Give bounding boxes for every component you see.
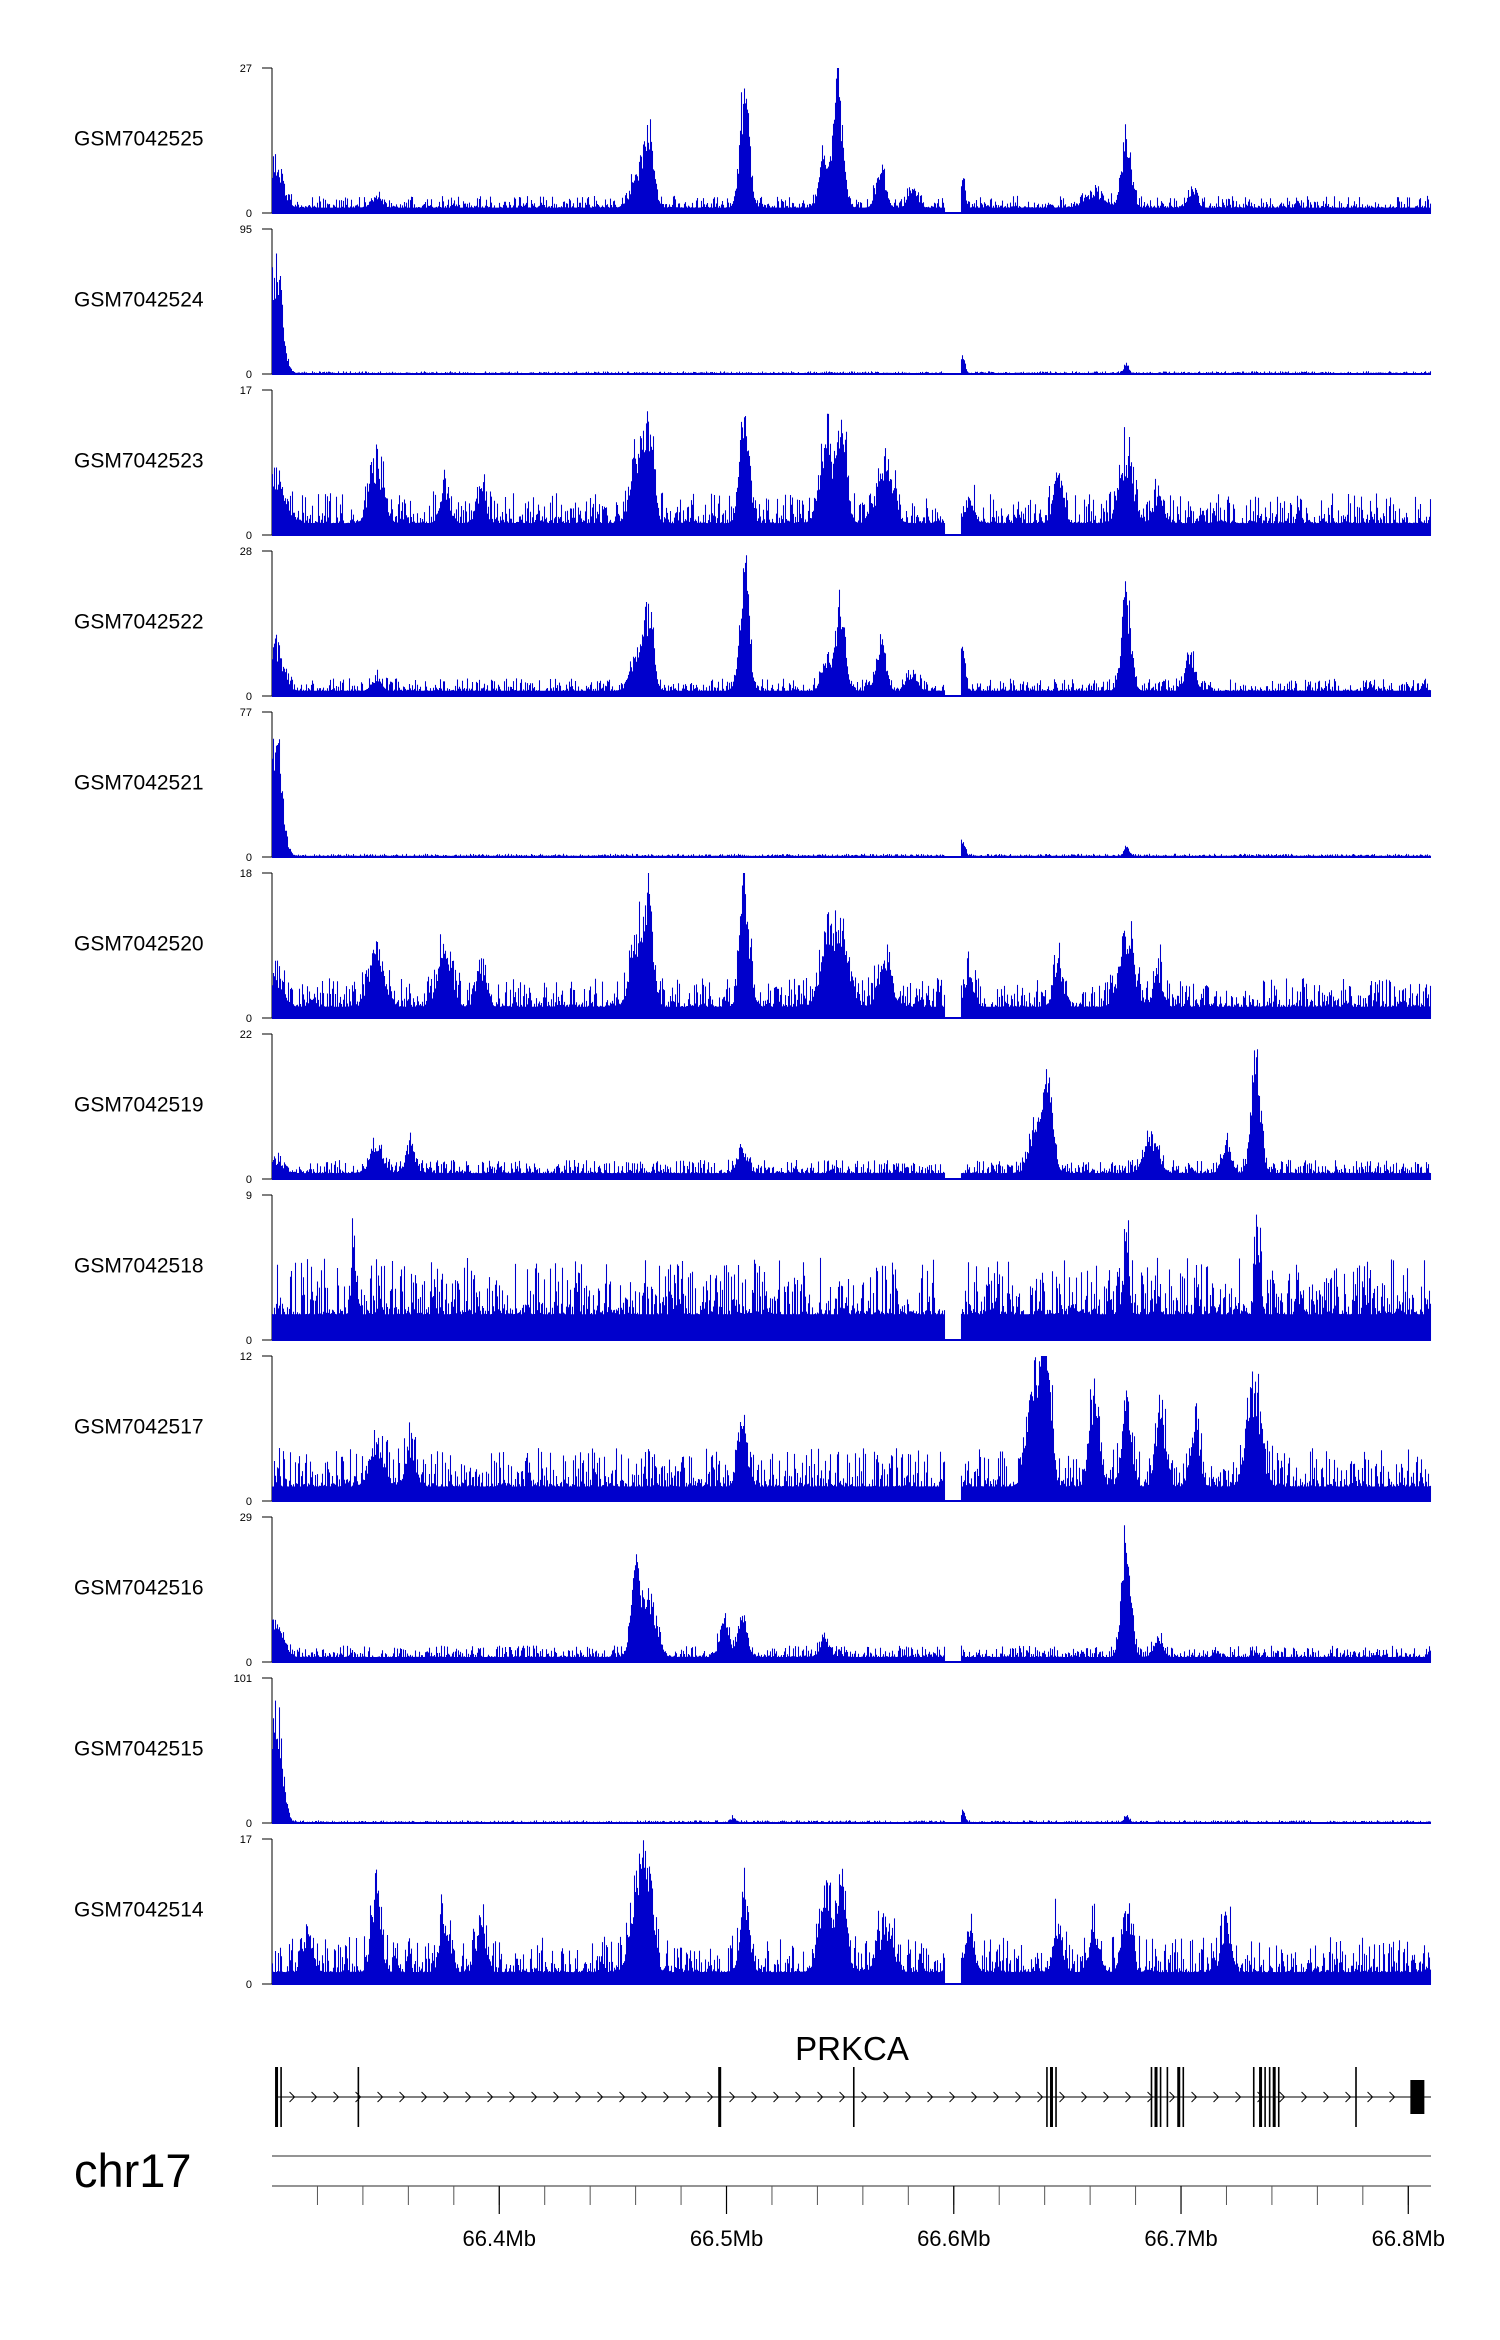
- y-min-label: 0: [246, 1335, 252, 1347]
- chromosome-label: chr17: [74, 2144, 192, 2197]
- track-GSM7042517: GSM7042517 12 0: [74, 1351, 1432, 1508]
- track-label: GSM7042523: [74, 450, 204, 473]
- y-max-label: 9: [246, 1190, 252, 1202]
- exon: [1166, 2067, 1169, 2127]
- coverage-signal: [271, 873, 1432, 1018]
- exon: [1272, 2067, 1276, 2127]
- exon: [1355, 2067, 1357, 2127]
- x-tick-label: 66.7Mb: [1144, 2226, 1217, 2251]
- x-tick-label: 66.8Mb: [1372, 2226, 1445, 2251]
- y-max-label: 29: [240, 1512, 252, 1524]
- track-GSM7042525: GSM7042525 27 0: [74, 63, 1432, 220]
- y-min-label: 0: [246, 1657, 252, 1669]
- track-label: GSM7042518: [74, 1255, 204, 1278]
- exon: [1268, 2067, 1271, 2127]
- y-min-label: 0: [246, 208, 252, 220]
- exon: [1182, 2067, 1185, 2127]
- track-GSM7042523: GSM7042523 17 0: [74, 385, 1432, 542]
- track-label: GSM7042519: [74, 1094, 204, 1117]
- track-GSM7042519: GSM7042519 22 0: [74, 1029, 1432, 1186]
- coverage-signal: [271, 1700, 1432, 1823]
- y-min-label: 0: [246, 1496, 252, 1508]
- track-label: GSM7042522: [74, 611, 204, 634]
- track-label: GSM7042516: [74, 1577, 204, 1600]
- exon: [1410, 2080, 1425, 2114]
- y-min-label: 0: [246, 691, 252, 703]
- gene-model-track: PRKCA: [275, 2030, 1431, 2127]
- y-max-label: 95: [240, 224, 252, 236]
- coverage-signal: [271, 1214, 1432, 1340]
- track-GSM7042516: GSM7042516 29 0: [74, 1512, 1432, 1669]
- y-min-label: 0: [246, 530, 252, 542]
- exon: [1252, 2067, 1255, 2127]
- coverage-signal: [271, 1525, 1432, 1662]
- coverage-signal: [271, 738, 1432, 857]
- exon: [357, 2067, 360, 2127]
- y-min-label: 0: [246, 1818, 252, 1830]
- coverage-signal: [271, 253, 1432, 374]
- y-max-label: 77: [240, 707, 252, 719]
- genome-axis-track: chr17 66.4Mb 66.5Mb 66.6Mb 66.7Mb 66.8Mb: [74, 2144, 1445, 2251]
- y-max-label: 101: [234, 1673, 252, 1685]
- track-label: GSM7042517: [74, 1416, 204, 1439]
- y-max-label: 27: [240, 63, 252, 75]
- x-tick-label: 66.5Mb: [690, 2226, 763, 2251]
- y-max-label: 22: [240, 1029, 252, 1041]
- track-label: GSM7042525: [74, 128, 204, 151]
- y-min-label: 0: [246, 1174, 252, 1186]
- track-GSM7042522: GSM7042522 28 0: [74, 546, 1432, 703]
- x-tick-label: 66.6Mb: [917, 2226, 990, 2251]
- exon: [1154, 2067, 1158, 2127]
- exon: [1046, 2067, 1048, 2127]
- track-GSM7042515: GSM7042515 101 0: [74, 1673, 1432, 1830]
- track-GSM7042524: GSM7042524 95 0: [74, 224, 1432, 381]
- coverage-signal: [271, 68, 1432, 213]
- exon: [1150, 2067, 1153, 2127]
- exon: [1177, 2067, 1181, 2127]
- exon: [718, 2067, 722, 2127]
- exon: [1049, 2067, 1053, 2127]
- track-GSM7042514: GSM7042514 17 0: [74, 1834, 1432, 1991]
- track-label: GSM7042521: [74, 772, 204, 795]
- track-label: GSM7042515: [74, 1738, 204, 1761]
- y-min-label: 0: [246, 1013, 252, 1025]
- y-max-label: 17: [240, 1834, 252, 1846]
- exon: [1259, 2067, 1263, 2127]
- y-max-label: 12: [240, 1351, 252, 1363]
- x-tick-label: 66.4Mb: [463, 2226, 536, 2251]
- coverage-signal: [271, 1049, 1432, 1179]
- track-label: GSM7042520: [74, 933, 204, 956]
- coverage-signal: [271, 1840, 1432, 1984]
- gene-name-label: PRKCA: [795, 2030, 909, 2067]
- track-GSM7042518: GSM7042518 9 0: [74, 1190, 1432, 1347]
- coverage-signal: [271, 411, 1432, 535]
- y-min-label: 0: [246, 369, 252, 381]
- gene-PRKCA: PRKCA: [275, 2030, 1431, 2127]
- coverage-signal: [271, 1356, 1432, 1501]
- strand-arrows: [289, 2091, 1418, 2103]
- exon: [1055, 2067, 1057, 2127]
- coverage-tracks: GSM7042525270GSM7042524950GSM7042523170G…: [74, 63, 1432, 1991]
- exon: [1264, 2067, 1266, 2127]
- y-max-label: 18: [240, 868, 252, 880]
- track-label: GSM7042514: [74, 1899, 204, 1922]
- y-max-label: 28: [240, 546, 252, 558]
- y-min-label: 0: [246, 852, 252, 864]
- exon: [280, 2067, 282, 2127]
- exon: [1159, 2067, 1162, 2127]
- track-GSM7042521: GSM7042521 77 0: [74, 707, 1432, 864]
- track-GSM7042520: GSM7042520 18 0: [74, 868, 1432, 1025]
- exon: [852, 2067, 855, 2127]
- exon: [275, 2067, 279, 2127]
- y-max-label: 17: [240, 385, 252, 397]
- coverage-signal: [271, 555, 1432, 696]
- y-min-label: 0: [246, 1979, 252, 1991]
- track-label: GSM7042524: [74, 289, 204, 312]
- exon: [1277, 2067, 1280, 2127]
